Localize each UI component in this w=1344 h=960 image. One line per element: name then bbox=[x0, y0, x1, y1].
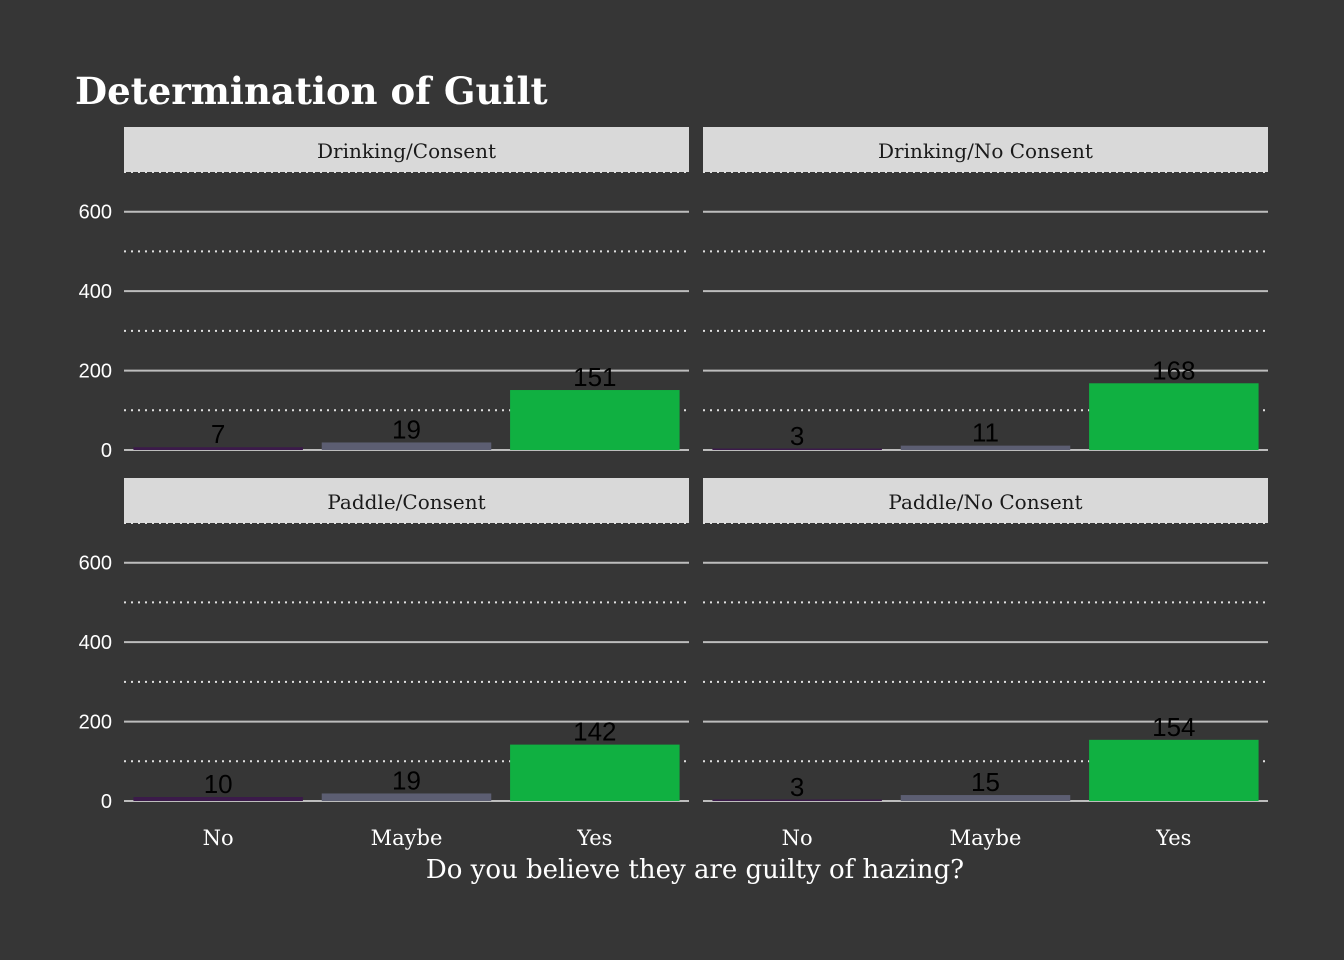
facet-strip-label: Drinking/No Consent bbox=[878, 139, 1093, 163]
facet-panel: Drinking/No Consent 3 11 168 bbox=[703, 127, 1268, 451]
y-tick-label: 200 bbox=[79, 712, 112, 734]
y-tick-label: 400 bbox=[79, 281, 112, 303]
x-tick-label: No bbox=[782, 826, 813, 850]
facet-strip bbox=[124, 478, 689, 523]
data-label: 19 bbox=[392, 414, 421, 444]
chart-title: Determination of Guilt bbox=[75, 69, 548, 113]
x-axis-label: Do you believe they are guilty of hazing… bbox=[426, 855, 964, 885]
data-label: 10 bbox=[204, 769, 233, 799]
y-tick-label: 0 bbox=[101, 440, 112, 462]
data-label: 7 bbox=[211, 419, 225, 449]
bar bbox=[712, 448, 882, 450]
facet-panel: Paddle/No Consent 3 15 154 No Maybe Yes bbox=[703, 478, 1268, 850]
y-tick-label: 600 bbox=[79, 202, 112, 224]
bar bbox=[133, 797, 303, 801]
data-label: 15 bbox=[971, 767, 1000, 797]
bar bbox=[900, 445, 1071, 450]
bar bbox=[900, 795, 1071, 801]
bar bbox=[1089, 739, 1259, 801]
data-label: 11 bbox=[972, 418, 999, 448]
y-tick-label: 600 bbox=[79, 553, 112, 575]
bar bbox=[321, 793, 492, 801]
facet-strip-label: Paddle/No Consent bbox=[888, 490, 1082, 514]
x-tick-label: Maybe bbox=[950, 826, 1022, 850]
x-tick-label: Maybe bbox=[371, 826, 443, 850]
y-tick-label: 400 bbox=[79, 632, 112, 654]
data-label: 3 bbox=[790, 421, 804, 451]
bar bbox=[133, 447, 303, 450]
bar bbox=[712, 799, 882, 801]
y-tick-label: 0 bbox=[101, 791, 112, 813]
facet-strip bbox=[703, 478, 1268, 523]
facet-strip bbox=[124, 127, 689, 172]
facet-panel: Paddle/Consent 10 19 142 0 200 400 600 No Maybe Ye… bbox=[79, 478, 689, 850]
bar bbox=[1089, 383, 1259, 450]
facet-strip bbox=[703, 127, 1268, 172]
data-label: 154 bbox=[1152, 712, 1195, 742]
data-label: 142 bbox=[573, 717, 616, 747]
data-label: 19 bbox=[392, 765, 421, 795]
facet-strip-label: Drinking/Consent bbox=[317, 139, 496, 163]
data-label: 3 bbox=[790, 772, 804, 802]
bar bbox=[510, 744, 680, 801]
facet-panel: Drinking/Consent 7 19 151 0 200 400 600 bbox=[79, 127, 689, 462]
data-label: 168 bbox=[1152, 355, 1195, 385]
y-tick-label: 200 bbox=[79, 361, 112, 383]
x-tick-label: Yes bbox=[576, 826, 612, 850]
x-tick-label: Yes bbox=[1155, 826, 1191, 850]
bar bbox=[321, 442, 492, 450]
x-tick-label: No bbox=[203, 826, 234, 850]
bar bbox=[510, 390, 680, 450]
data-label: 151 bbox=[573, 362, 616, 392]
facet-strip-label: Paddle/Consent bbox=[327, 490, 485, 514]
